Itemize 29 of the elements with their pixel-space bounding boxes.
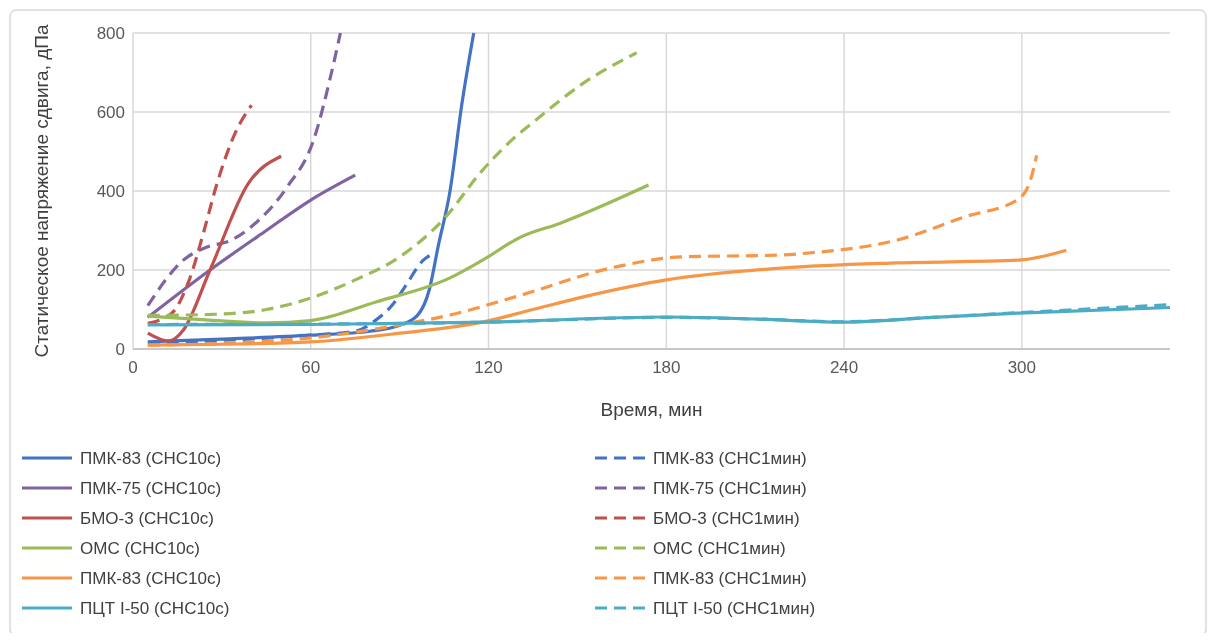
y-tick-label: 600 — [96, 102, 125, 122]
legend-label: ПМК-75 (СНС1мин) — [653, 478, 807, 498]
legend-label: ПМК-83 (СНС10с) — [80, 448, 222, 468]
legend-label: ПМК-83 (СНС1мин) — [653, 568, 807, 588]
x-tick-label: 0 — [128, 358, 138, 377]
y-axis-title: Статическое напряжение сдвига, дПа — [31, 24, 52, 358]
line-series — [146, 103, 254, 325]
x-tick-label: 300 — [1007, 358, 1037, 377]
x-axis-title: Время, мин — [600, 399, 703, 420]
y-tick-label: 0 — [115, 339, 125, 359]
legend-label: ОМС (СНС1мин) — [653, 538, 786, 558]
x-tick-label: 120 — [474, 358, 503, 377]
legend-label: ПЦТ I-50 (СНС1мин) — [653, 598, 816, 618]
legend-label: ОМС (СНС10с) — [80, 538, 200, 558]
legend-label: ПМК-75 (СНС10с) — [80, 478, 222, 498]
line-series — [146, 31, 342, 308]
x-tick-label: 240 — [829, 358, 859, 377]
y-tick-label: 800 — [96, 23, 125, 43]
x-tick-label: 60 — [301, 358, 321, 377]
y-tick-label: 200 — [96, 260, 125, 280]
x-tick-label: 180 — [652, 358, 681, 377]
line-series — [146, 154, 283, 343]
legend-label: ПЦТ I-50 (СНС10с) — [80, 598, 230, 618]
legend-label: ПМК-83 (СНС10с) — [80, 568, 222, 588]
legend-label: БМО-3 (СНС1мин) — [653, 508, 800, 528]
legend-label: ПМК-83 (СНС1мин) — [653, 448, 807, 468]
line-series — [146, 173, 357, 319]
y-tick-label: 400 — [96, 181, 125, 201]
legend-label: БМО-3 (СНС10с) — [80, 508, 214, 528]
